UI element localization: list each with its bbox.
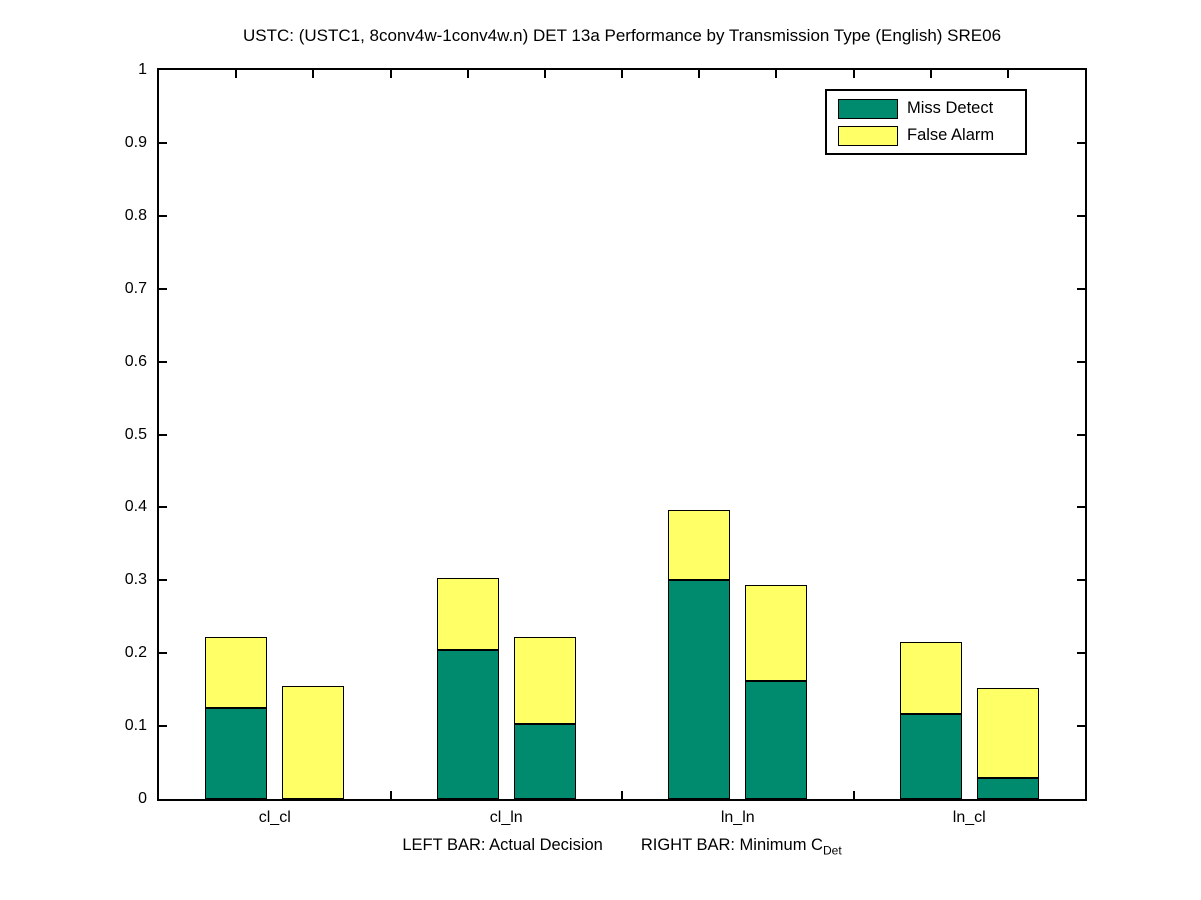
false-alarm-swatch-icon (838, 125, 898, 146)
x-tick-bottom (621, 791, 623, 799)
x-tick-top (543, 70, 546, 78)
bar-ln_cl-left-false-alarm (899, 642, 962, 714)
y-tick-right (1077, 287, 1085, 290)
y-tick-left (159, 725, 167, 728)
x-tick-top (621, 70, 623, 78)
x-tick-top (1006, 70, 1009, 78)
y-tick-right (1077, 214, 1085, 217)
legend: Miss Detect False Alarm (825, 89, 1027, 155)
x-tick-top (698, 70, 701, 78)
y-tick-label: 0.3 (124, 571, 147, 589)
y-tick-left (159, 433, 167, 436)
y-tick-label: 0.5 (124, 425, 147, 443)
x-tick-top (389, 70, 392, 78)
x-tick-bottom (852, 791, 855, 799)
y-tick-right (1077, 506, 1085, 509)
y-tick-left (159, 287, 167, 290)
y-tick-right (1077, 433, 1085, 436)
y-tick-label: 0.1 (124, 717, 147, 735)
y-tick-right (1077, 652, 1085, 655)
x-tick-label-cl_ln: cl_ln (489, 809, 523, 826)
legend-item-miss-detect: Miss Detect (838, 98, 1025, 119)
bar-ln_ln-left-false-alarm (668, 510, 731, 581)
x-axis-label: LEFT BAR: Actual Decision RIGHT BAR: Mini… (157, 836, 1087, 858)
y-tick-label: 0.8 (124, 206, 147, 224)
y-tick-label: 0.6 (124, 352, 147, 370)
bar-cl_ln-left-false-alarm (436, 578, 499, 650)
y-tick-left (159, 360, 167, 363)
y-tick-left (159, 506, 167, 509)
legend-label-false-alarm: False Alarm (907, 126, 995, 144)
y-tick-right (1077, 360, 1085, 363)
x-tick-top (312, 70, 315, 78)
bar-cl_ln-left-miss-detect (436, 649, 499, 799)
chart-title: USTC: (USTC1, 8conv4w-1conv4w.n) DET 13a… (242, 26, 1002, 45)
bar-ln_ln-left-miss-detect (668, 580, 731, 799)
bar-cl_ln-right-miss-detect (513, 723, 576, 799)
x-tick-top (775, 70, 778, 78)
y-tick-left (159, 214, 167, 217)
bar-cl_cl-left-miss-detect (205, 707, 268, 799)
x-tick-label-cl_cl: cl_cl (258, 809, 291, 826)
bar-ln_ln-right-miss-detect (745, 680, 808, 799)
x-tick-label-ln_ln: ln_ln (720, 809, 755, 826)
y-tick-right (1077, 141, 1085, 144)
x-tick-bottom (389, 791, 392, 799)
x-tick-top (929, 70, 932, 78)
x-axis-label-subscript: Det (822, 843, 842, 858)
x-tick-label-ln_cl: ln_cl (952, 809, 986, 826)
y-tick-label: 1 (138, 61, 147, 78)
x-tick-top (852, 70, 855, 78)
bar-ln_cl-right-miss-detect (976, 777, 1039, 799)
bar-cl_cl-left-false-alarm (205, 637, 268, 708)
plot-area (157, 68, 1087, 801)
x-axis-label-right: RIGHT BAR: Minimum C (640, 836, 823, 854)
x-tick-top (235, 70, 238, 78)
miss-detect-swatch-icon (838, 98, 898, 119)
legend-label-miss-detect: Miss Detect (907, 99, 994, 117)
y-tick-label: 0.7 (124, 279, 147, 297)
legend-item-false-alarm: False Alarm (838, 125, 1025, 146)
y-tick-right (1077, 579, 1085, 582)
bar-ln_cl-right-false-alarm (976, 688, 1039, 778)
bar-ln_cl-left-miss-detect (899, 713, 962, 799)
y-tick-left (159, 652, 167, 655)
y-tick-label: 0.9 (124, 133, 147, 151)
y-tick-right (1077, 725, 1085, 728)
bar-cl_cl-right-false-alarm (282, 686, 345, 799)
y-tick-label: 0 (138, 790, 147, 807)
y-tick-left (159, 579, 167, 582)
y-tick-label: 0.2 (124, 644, 147, 662)
y-tick-label: 0.4 (124, 498, 147, 516)
x-axis-label-left: LEFT BAR: Actual Decision (402, 836, 603, 854)
y-tick-left (159, 141, 167, 144)
bar-cl_ln-right-false-alarm (513, 637, 576, 724)
bar-ln_ln-right-false-alarm (745, 584, 808, 681)
x-tick-top (466, 70, 469, 78)
